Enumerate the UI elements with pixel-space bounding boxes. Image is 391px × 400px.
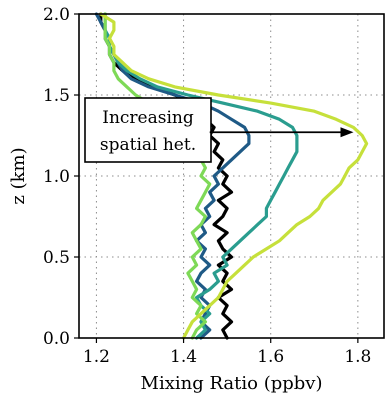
x-axis-ticks: 1.2 1.4 1.6 1.8 xyxy=(83,338,371,367)
y-axis-label: z (km) xyxy=(8,147,29,204)
y-tick-label-2: 1.0 xyxy=(43,167,70,187)
x-tick-label-3: 1.8 xyxy=(344,347,371,367)
y-tick-label-1: 0.5 xyxy=(43,248,70,268)
annotation-arrowhead xyxy=(340,127,354,138)
series-line-3 xyxy=(103,12,212,340)
x-axis-label: Mixing Ratio (ppbv) xyxy=(141,373,323,394)
series-line-2 xyxy=(103,12,299,340)
series-line-4 xyxy=(99,12,369,340)
spatial-heterogeneity-annotation: Increasing spatial het. xyxy=(84,97,354,163)
y-axis-ticks: 0.0 0.5 1.0 1.5 2.0 xyxy=(43,5,79,349)
series-lines xyxy=(94,12,369,340)
x-tick-label-0: 1.2 xyxy=(83,347,110,367)
x-tick-label-2: 1.6 xyxy=(257,347,284,367)
x-tick-label-1: 1.4 xyxy=(170,347,197,367)
annotation-text-line-2: spatial het. xyxy=(100,135,196,155)
y-tick-label-4: 2.0 xyxy=(43,5,70,25)
annotation-box xyxy=(84,97,212,163)
y-tick-label-0: 0.0 xyxy=(43,329,70,349)
annotation-text-line-1: Increasing xyxy=(102,108,194,128)
y-tick-label-3: 1.5 xyxy=(43,86,70,106)
series-line-1 xyxy=(94,12,251,340)
